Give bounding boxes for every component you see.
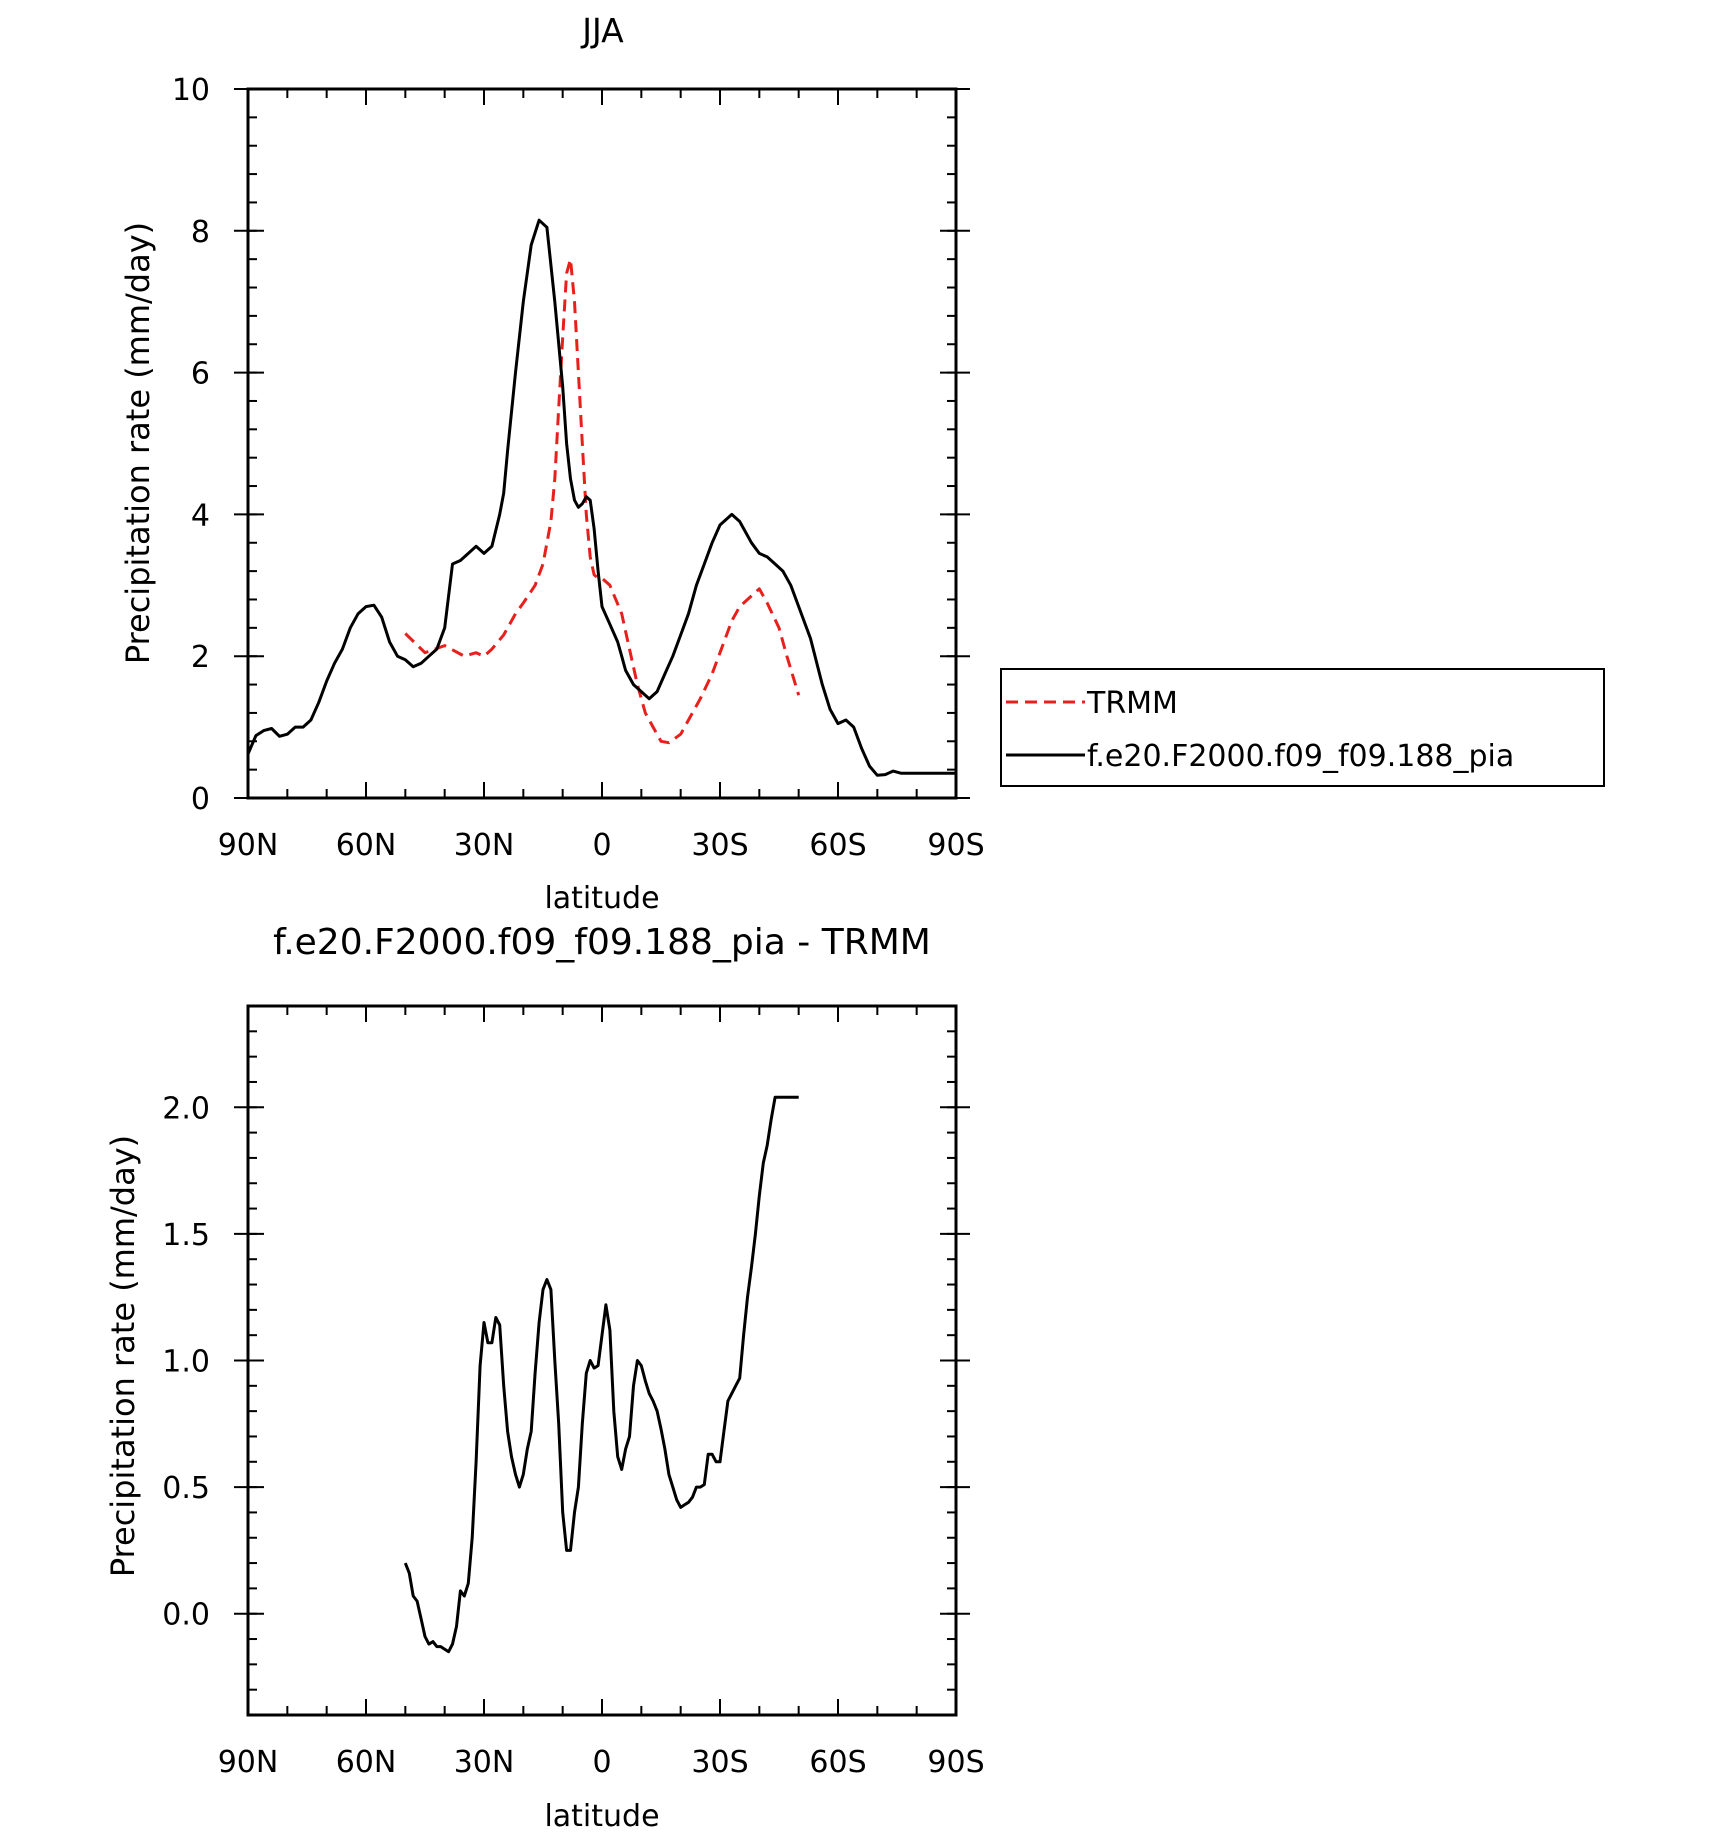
top-ylabel: Precipitation rate (mm/day) [119, 222, 157, 664]
bottom-ytick-label: 2.0 [162, 1091, 210, 1126]
top-ytick-label: 10 [172, 73, 210, 108]
bottom-xtick-label: 90S [927, 1745, 984, 1780]
top-tick-labels: 90N 60N 30N 0 30S 60S 90S 0 2 4 6 8 10 [172, 73, 985, 863]
bottom-xlabel: latitude [544, 1799, 659, 1833]
top-chart-title: JJA [580, 11, 624, 50]
top-ytick-label: 4 [191, 498, 210, 533]
bottom-ytick-label: 0.5 [162, 1471, 210, 1506]
bottom-series-lines [403, 1095, 799, 1654]
top-ytick-label: 0 [191, 782, 210, 817]
legend-label-trmm: TRMM [1086, 686, 1178, 721]
bottom-ytick-label: 1.5 [162, 1218, 210, 1253]
bottom-xtick-label: 30S [691, 1745, 748, 1780]
top-xtick-label: 0 [592, 828, 611, 863]
bottom-xtick-label: 60S [809, 1745, 866, 1780]
top-xtick-label: 60S [809, 828, 866, 863]
legend-box [1000, 668, 1605, 787]
bottom-ytick-label: 0.0 [162, 1598, 210, 1633]
bottom-chart-title: f.e20.F2000.f09_f09.188_pia - TRMM [273, 922, 931, 963]
bottom-ylabel: Precipitation rate (mm/day) [104, 1135, 142, 1577]
top-xtick-label: 90S [927, 828, 984, 863]
top-ytick-label: 8 [191, 215, 210, 250]
legend-label-model: f.e20.F2000.f09_f09.188_pia [1087, 739, 1514, 774]
bottom-xtick-label: 90N [218, 1745, 279, 1780]
legend: TRMM f.e20.F2000.f09_f09.188_pia [1000, 668, 1605, 787]
bottom-xtick-label: 30N [454, 1745, 515, 1780]
top-xtick-label: 30N [454, 828, 515, 863]
bottom-xtick-label: 0 [592, 1745, 611, 1780]
top-series-lines [246, 218, 956, 777]
top-series-line-trmm [404, 257, 801, 745]
bottom-plot-frame [246, 1004, 958, 1717]
top-ytick-label: 6 [191, 357, 210, 392]
top-xtick-label: 90N [218, 828, 279, 863]
top-xlabel: latitude [544, 881, 659, 916]
bottom-ytick-label: 1.0 [162, 1345, 210, 1380]
bottom-series-line-series-0 [403, 1095, 799, 1654]
top-xtick-label: 30S [691, 828, 748, 863]
top-ytick-label: 2 [191, 640, 210, 675]
bottom-xtick-label: 60N [336, 1745, 397, 1780]
top-axis-ticks [234, 88, 970, 799]
top-plot-frame [246, 87, 958, 800]
bottom-tick-labels: 90N 60N 30N 0 30S 60S 90S 0.0 0.5 1.0 1.5 2.0 [162, 1091, 984, 1780]
top-xtick-label: 60N [336, 828, 397, 863]
bottom-chart: f.e20.F2000.f09_f09.188_pia - TRMM 90N 60… [104, 922, 985, 1833]
bottom-axis-ticks [234, 1005, 970, 1716]
top-series-line-f-e20-f2000-f09-f09-188-pia [246, 218, 956, 777]
